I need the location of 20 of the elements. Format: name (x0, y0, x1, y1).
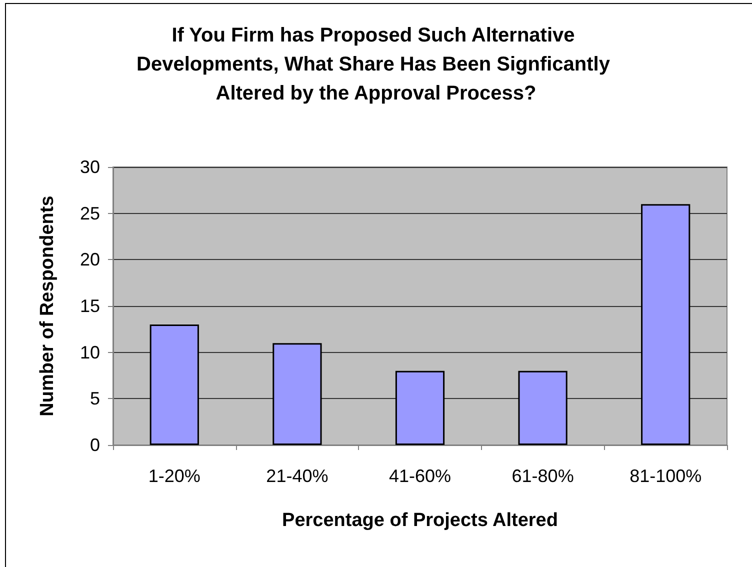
x-tick-label: 1-20% (148, 466, 200, 486)
y-tick-label: 20 (80, 250, 100, 270)
x-axis-title: Percentage of Projects Altered (282, 510, 558, 531)
y-tick-label: 10 (80, 342, 100, 362)
x-tick-label: 61-80% (512, 466, 574, 486)
x-tick-label: 21-40% (266, 466, 328, 486)
y-tick-label: 30 (80, 157, 100, 177)
chart-title: If You Firm has Proposed Such Alternative Developments, What Share Has Been Signficantly Altered by the Approval Process? (136, 24, 616, 104)
y-tick-label: 0 (90, 435, 100, 455)
y-tick-label: 5 (90, 388, 100, 409)
bar (518, 370, 568, 445)
bar (272, 343, 322, 445)
y-tick-label: 15 (80, 296, 100, 316)
y-tick-label: 25 (80, 203, 100, 224)
x-tick-label: 41-60% (388, 466, 452, 486)
bar (150, 324, 199, 445)
bar (641, 204, 690, 445)
x-tick-label: 81-100% (630, 466, 702, 486)
y-axis-title: Number of Respondents (37, 196, 58, 416)
bar (395, 370, 445, 445)
